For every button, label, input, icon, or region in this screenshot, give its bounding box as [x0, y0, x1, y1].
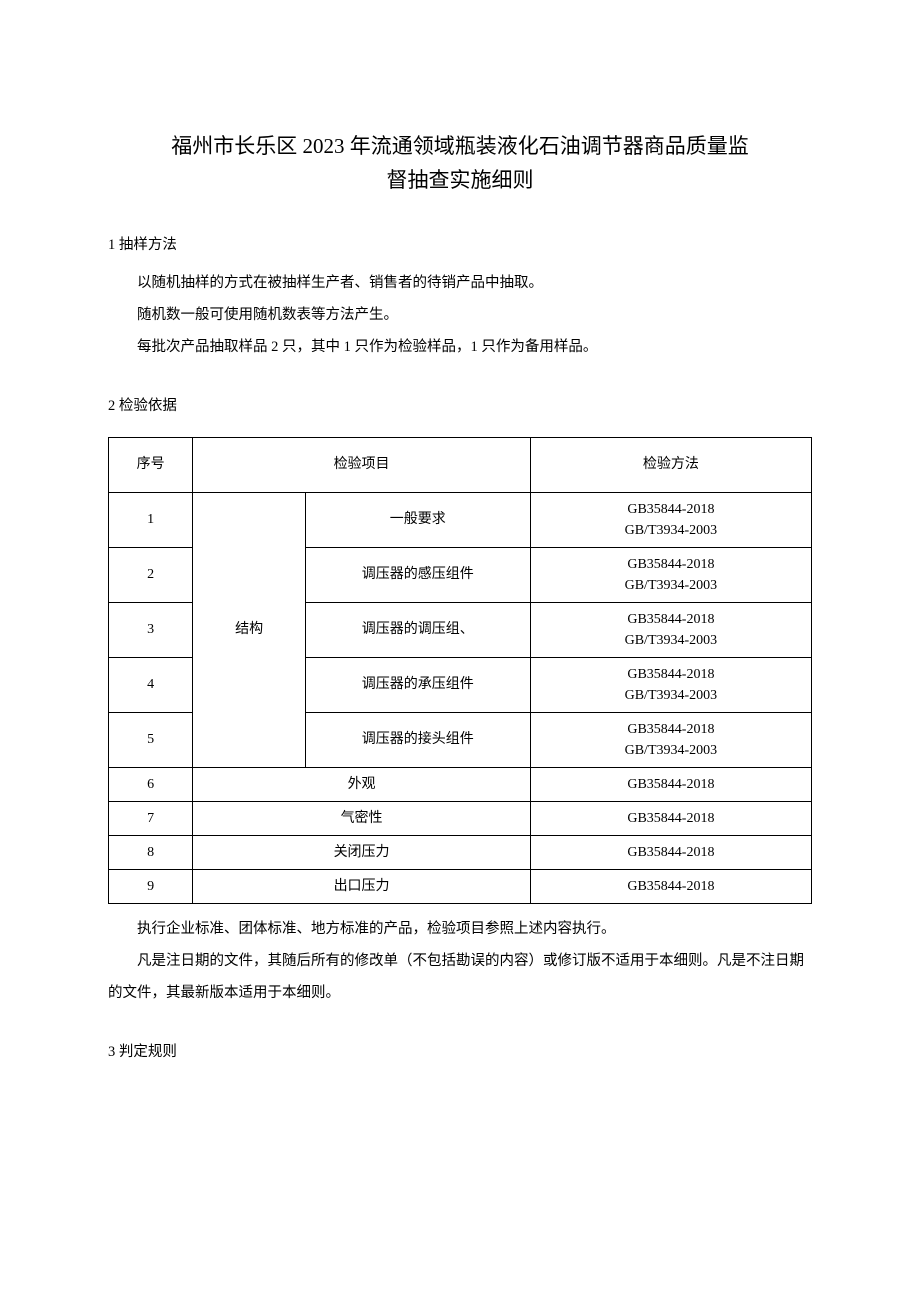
table-row: 7 气密性 GB35844-2018: [109, 801, 812, 835]
section-1-para-1: 以随机抽样的方式在被抽样生产者、销售者的待销产品中抽取。: [108, 268, 812, 300]
table-row: 1 结构 一般要求 GB35844-2018 GB/T3934-2003: [109, 492, 812, 547]
section-1-para-3: 每批次产品抽取样品 2 只，其中 1 只作为检验样品，1 只作为备用样品。: [108, 332, 812, 364]
cell-method: GB35844-2018: [530, 869, 811, 903]
cell-item: 出口压力: [193, 869, 530, 903]
cell-struct-group: 结构: [193, 492, 305, 767]
table-row: 9 出口压力 GB35844-2018: [109, 869, 812, 903]
cell-method: GB35844-2018 GB/T3934-2003: [530, 712, 811, 767]
section-2-heading: 2 检验依据: [108, 394, 812, 415]
cell-item: 气密性: [193, 801, 530, 835]
cell-method: GB35844-2018 GB/T3934-2003: [530, 492, 811, 547]
inspection-table: 序号 检验项目 检验方法 1 结构 一般要求 GB35844-2018 GB/T…: [108, 437, 812, 904]
cell-seq: 7: [109, 801, 193, 835]
section-1-para-2: 随机数一般可使用随机数表等方法产生。: [108, 300, 812, 332]
cell-seq: 4: [109, 657, 193, 712]
cell-sub: 调压器的调压组、: [305, 602, 530, 657]
section-1-heading: 1 抽样方法: [108, 233, 812, 254]
header-seq: 序号: [109, 437, 193, 492]
cell-method: GB35844-2018: [530, 801, 811, 835]
cell-item: 外观: [193, 767, 530, 801]
cell-sub: 调压器的承压组件: [305, 657, 530, 712]
table-row: 6 外观 GB35844-2018: [109, 767, 812, 801]
cell-seq: 8: [109, 835, 193, 869]
cell-sub: 一般要求: [305, 492, 530, 547]
cell-seq: 2: [109, 547, 193, 602]
cell-method: GB35844-2018 GB/T3934-2003: [530, 602, 811, 657]
document-page: 福州市长乐区 2023 年流通领域瓶装液化石油调节器商品质量监 督抽查实施细则 …: [0, 0, 920, 1301]
document-title: 福州市长乐区 2023 年流通领域瓶装液化石油调节器商品质量监 督抽查实施细则: [108, 130, 812, 197]
table-header-row: 序号 检验项目 检验方法: [109, 437, 812, 492]
cell-seq: 9: [109, 869, 193, 903]
cell-seq: 6: [109, 767, 193, 801]
cell-method: GB35844-2018 GB/T3934-2003: [530, 547, 811, 602]
cell-sub: 调压器的感压组件: [305, 547, 530, 602]
cell-method: GB35844-2018: [530, 835, 811, 869]
cell-seq: 5: [109, 712, 193, 767]
cell-seq: 1: [109, 492, 193, 547]
section-3-heading: 3 判定规则: [108, 1040, 812, 1061]
section-2-after-1: 执行企业标准、团体标准、地方标准的产品，检验项目参照上述内容执行。: [108, 914, 812, 946]
cell-sub: 调压器的接头组件: [305, 712, 530, 767]
section-2-after-2: 凡是注日期的文件，其随后所有的修改单（不包括勘误的内容）或修订版不适用于本细则。…: [108, 946, 812, 1010]
cell-method: GB35844-2018 GB/T3934-2003: [530, 657, 811, 712]
header-method: 检验方法: [530, 437, 811, 492]
cell-method: GB35844-2018: [530, 767, 811, 801]
header-item: 检验项目: [193, 437, 530, 492]
cell-seq: 3: [109, 602, 193, 657]
title-line-1: 福州市长乐区 2023 年流通领域瓶装液化石油调节器商品质量监: [171, 134, 749, 158]
cell-item: 关闭压力: [193, 835, 530, 869]
title-line-2: 督抽查实施细则: [387, 168, 534, 192]
table-row: 8 关闭压力 GB35844-2018: [109, 835, 812, 869]
